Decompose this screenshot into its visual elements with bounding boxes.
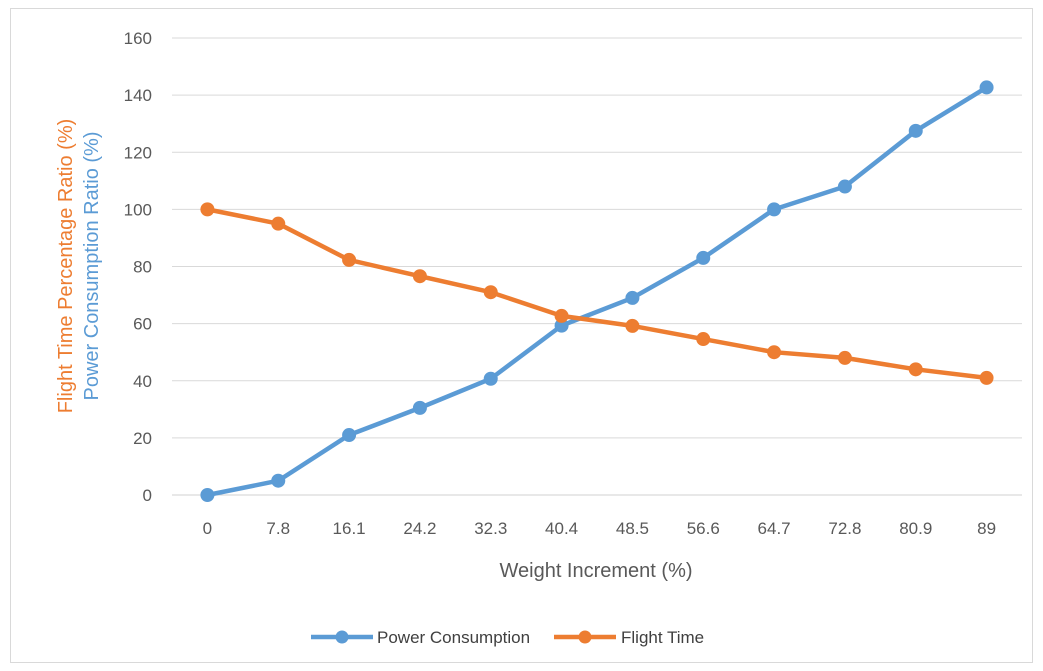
y-tick-label: 120 xyxy=(124,143,152,162)
y-tick-label: 160 xyxy=(124,29,152,48)
data-point xyxy=(412,400,427,415)
legend: Power Consumption Flight Time xyxy=(311,628,704,647)
y-tick-label: 80 xyxy=(133,258,152,277)
data-point xyxy=(696,332,711,347)
chart-frame xyxy=(10,8,1033,663)
data-point xyxy=(200,488,215,502)
data-point xyxy=(625,290,640,305)
data-point xyxy=(554,308,569,323)
x-axis-title: Weight Increment (%) xyxy=(499,560,692,582)
y-axis-title-power: Power Consumption Ratio (%) xyxy=(81,132,103,401)
legend-label: Power Consumption xyxy=(377,628,530,647)
data-point xyxy=(837,179,852,194)
x-tick-label: 40.4 xyxy=(545,519,578,538)
y-tick-label: 0 xyxy=(143,486,152,505)
y-tick-label: 20 xyxy=(133,429,152,448)
data-point xyxy=(767,345,782,360)
y-axis-title: Flight Time Percentage Ratio (%) Power C… xyxy=(55,119,103,414)
data-point xyxy=(979,370,994,385)
data-point xyxy=(908,362,923,377)
x-tick-label: 7.8 xyxy=(266,519,290,538)
y-tick-label: 40 xyxy=(133,372,152,391)
series-flight-time xyxy=(200,202,994,385)
data-point xyxy=(342,428,357,443)
data-point xyxy=(342,252,357,267)
y-tick-label: 140 xyxy=(124,86,152,105)
legend-label: Flight Time xyxy=(621,628,704,647)
x-tick-label: 48.5 xyxy=(616,519,649,538)
x-tick-label: 56.6 xyxy=(687,519,720,538)
data-point xyxy=(200,202,215,217)
x-axis-ticks: 0 7.8 16.1 24.2 32.3 40.4 48.5 56.6 64.7 72.8 80.9… xyxy=(203,519,996,538)
legend-swatch-marker xyxy=(578,630,592,644)
y-axis-ticks: 0 20 40 60 80 100 120 140 160 xyxy=(124,29,152,505)
y-tick-label: 60 xyxy=(133,315,152,334)
data-point xyxy=(837,350,852,365)
data-point xyxy=(412,269,427,284)
gridlines xyxy=(172,37,1022,496)
data-point xyxy=(483,285,498,300)
data-point xyxy=(483,371,498,386)
y-axis-title-flight-time: Flight Time Percentage Ratio (%) xyxy=(55,119,77,414)
legend-item: Power Consumption xyxy=(311,628,530,647)
y-tick-label: 100 xyxy=(124,200,152,219)
x-tick-label: 72.8 xyxy=(828,519,861,538)
series-line xyxy=(205,207,989,381)
x-tick-label: 0 xyxy=(203,519,212,538)
data-point xyxy=(271,216,286,231)
x-tick-label: 89 xyxy=(977,519,996,538)
data-point xyxy=(696,250,711,265)
series-power-consumption xyxy=(200,80,994,502)
x-tick-label: 80.9 xyxy=(899,519,932,538)
data-point xyxy=(767,202,782,217)
legend-item: Flight Time xyxy=(554,628,704,647)
x-tick-label: 16.1 xyxy=(333,519,366,538)
series-line xyxy=(205,85,989,498)
data-point xyxy=(625,318,640,333)
data-point xyxy=(271,473,286,488)
series-layer xyxy=(200,80,994,502)
legend-swatch-marker xyxy=(335,630,349,644)
x-tick-label: 24.2 xyxy=(403,519,436,538)
data-point xyxy=(908,123,923,138)
x-tick-label: 64.7 xyxy=(758,519,791,538)
data-point xyxy=(979,80,994,95)
x-tick-label: 32.3 xyxy=(474,519,507,538)
